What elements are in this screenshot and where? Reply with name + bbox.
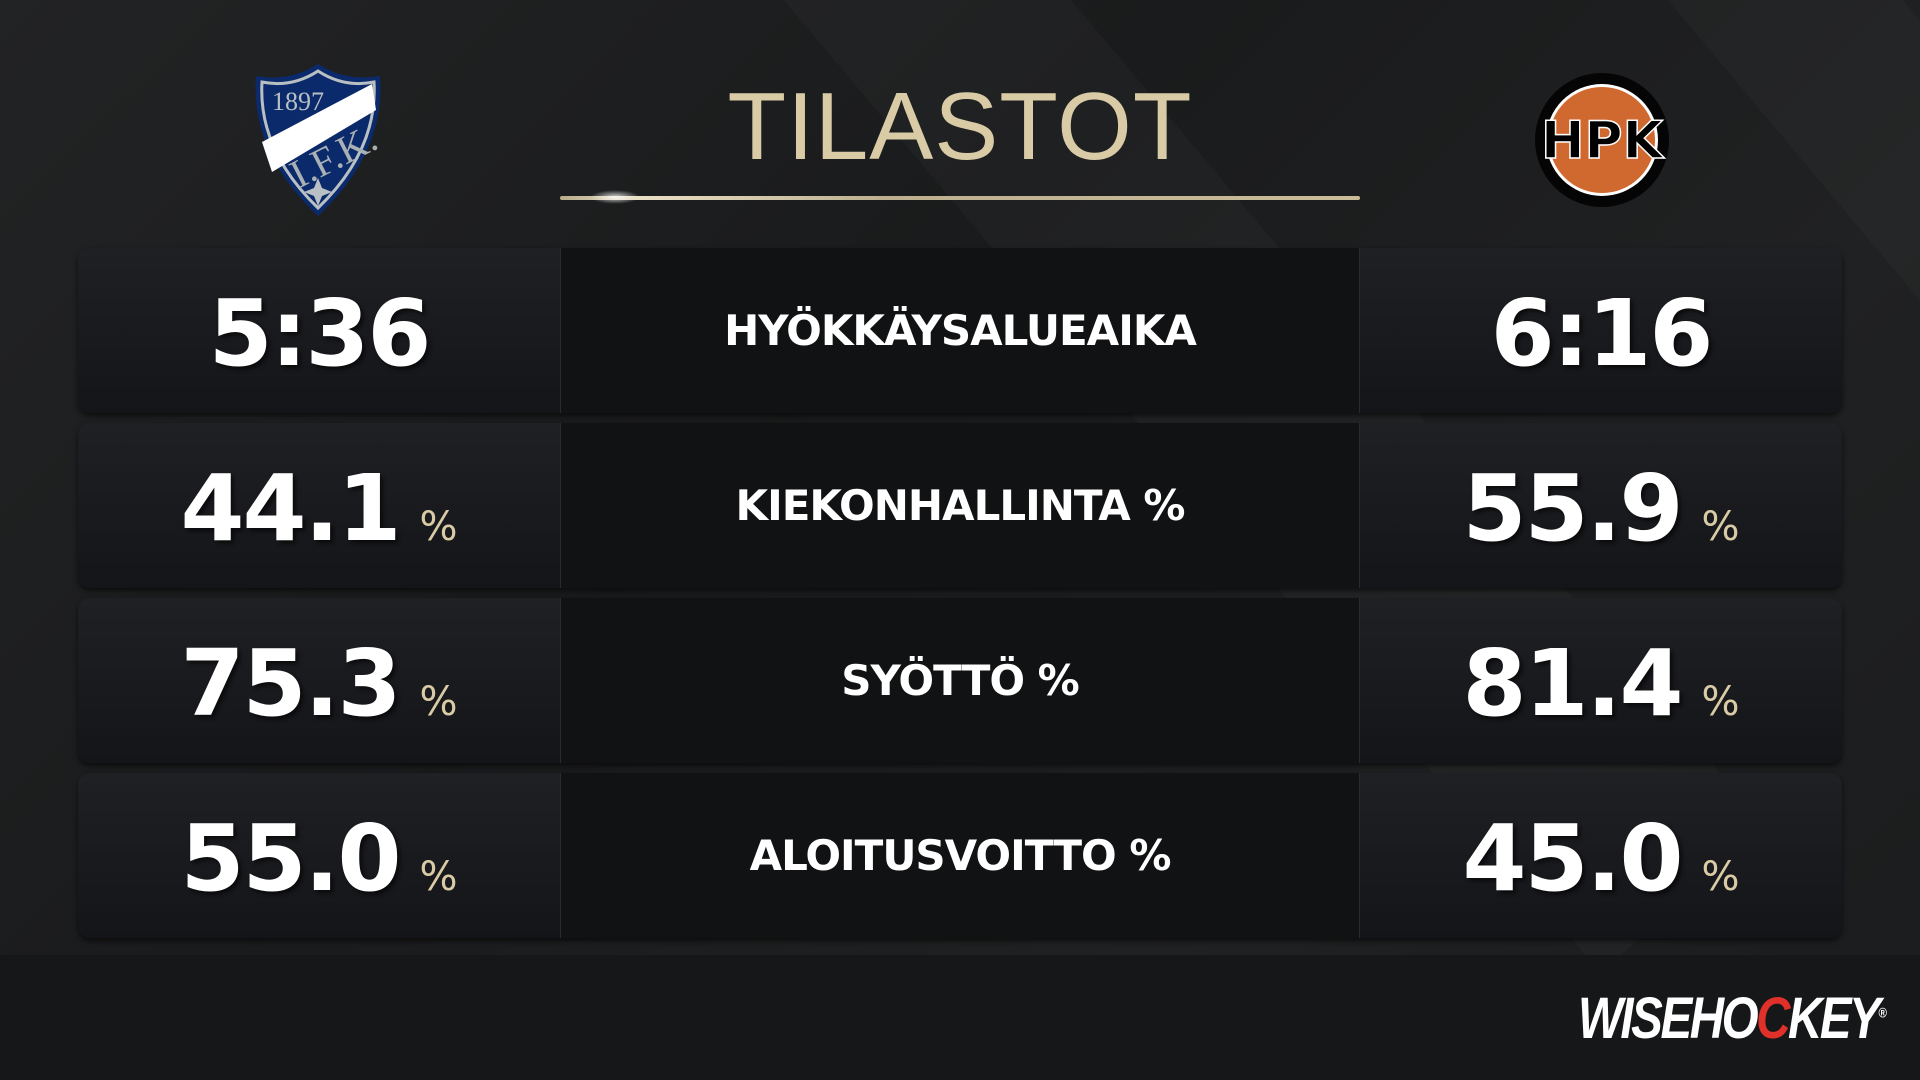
page-title: TILASTOT (727, 73, 1193, 180)
stat-label-box: ALOITUSVOITTO % (560, 773, 1360, 938)
stat-label: HYÖKKÄYSALUEAIKA (724, 306, 1197, 355)
percent-sign: % (419, 504, 458, 550)
away-value-box: 6:16 (1360, 248, 1842, 413)
percent-sign: % (1701, 504, 1740, 550)
percent-sign: % (1701, 679, 1740, 725)
away-value: 45.0 (1462, 805, 1683, 912)
stat-row: 55.0% ALOITUSVOITTO % 45.0% (78, 773, 1842, 938)
hpk-text: HPK (1541, 111, 1665, 171)
hpk-logo: HPK (1535, 73, 1669, 207)
stat-label: ALOITUSVOITTO % (749, 831, 1172, 880)
home-value: 75.3 (180, 630, 401, 737)
underline-glow (590, 190, 640, 204)
home-value: 44.1 (180, 455, 401, 562)
percent-sign: % (419, 679, 458, 725)
away-value: 6:16 (1490, 280, 1714, 387)
wisehockey-logo: WISEHOCKEY® (1578, 986, 1887, 1051)
home-value: 55.0 (180, 805, 401, 912)
stat-label: KIEKONHALLINTA % (735, 481, 1186, 530)
away-value-box: 55.9% (1360, 423, 1842, 588)
away-value: 55.9 (1462, 455, 1683, 562)
stat-label-box: KIEKONHALLINTA % (560, 423, 1360, 588)
stat-label: SYÖTTÖ % (841, 656, 1080, 705)
home-value-box: 75.3% (78, 598, 560, 763)
stat-label-box: HYÖKKÄYSALUEAIKA (560, 248, 1360, 413)
stat-row: 75.3% SYÖTTÖ % 81.4% (78, 598, 1842, 763)
away-value-box: 81.4% (1360, 598, 1842, 763)
home-value: 5:36 (208, 280, 432, 387)
away-value-box: 45.0% (1360, 773, 1842, 938)
ifk-logo: 1897 I.F.K. (255, 64, 384, 216)
stat-label-box: SYÖTTÖ % (560, 598, 1360, 763)
away-value: 81.4 (1462, 630, 1683, 737)
home-value-box: 55.0% (78, 773, 560, 938)
home-value-box: 44.1% (78, 423, 560, 588)
ifk-year: 1897 (272, 87, 324, 116)
footer-band (0, 955, 1920, 1080)
percent-sign: % (1701, 854, 1740, 900)
stat-row: 44.1% KIEKONHALLINTA % 55.9% (78, 423, 1842, 588)
percent-sign: % (419, 854, 458, 900)
title-underline (560, 196, 1360, 200)
home-value-box: 5:36 (78, 248, 560, 413)
stat-row: 5:36 HYÖKKÄYSALUEAIKA 6:16 (78, 248, 1842, 413)
